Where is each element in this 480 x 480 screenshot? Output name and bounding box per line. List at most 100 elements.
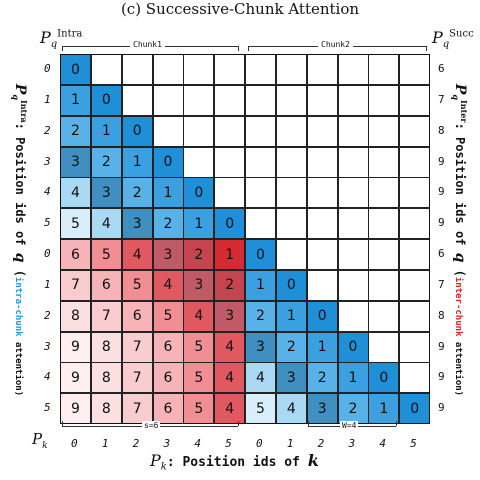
pk-axis-name: Pk (32, 430, 48, 451)
matrix-cell: 3 (90, 177, 122, 209)
w-label: W=4 (340, 421, 359, 430)
matrix-cell: 2 (183, 239, 215, 270)
matrix-cell (245, 84, 276, 116)
matrix-cell: 6 (121, 300, 153, 332)
inter-row-position-id: 8 (438, 123, 445, 137)
matrix-cell: 1 (214, 239, 246, 270)
matrix-cell (368, 331, 400, 363)
matrix-cell: 2 (121, 177, 153, 209)
matrix-cell (306, 84, 338, 116)
row-position-id: 5 (44, 216, 51, 230)
matrix-cell (399, 239, 431, 270)
matrix-cell: 5 (183, 331, 215, 363)
matrix-cell (121, 84, 153, 116)
matrix-cell (306, 239, 338, 270)
col-position-id: 5 (225, 437, 232, 450)
matrix-cell (275, 54, 307, 85)
matrix-cell (337, 300, 369, 332)
matrix-cell (245, 146, 276, 178)
right-axis-title: PqInter: Position ids of q (inter-chunk … (450, 83, 470, 397)
matrix-cell (337, 208, 369, 240)
matrix-cell (399, 269, 431, 301)
row-position-id: 5 (44, 401, 51, 415)
matrix-cell: 9 (60, 331, 91, 363)
matrix-cell: 2 (337, 393, 369, 425)
matrix-cell: 0 (337, 331, 369, 363)
matrix-cell (152, 84, 184, 116)
matrix-cell: 2 (245, 300, 276, 332)
row-position-id: 2 (44, 308, 51, 322)
matrix-cell: 8 (90, 362, 122, 394)
bottom-axis-title: Pk: Position ids of k (150, 451, 319, 473)
s-label: s=6 (142, 421, 161, 430)
matrix-cell (337, 177, 369, 209)
matrix-cell (306, 54, 338, 85)
matrix-cell (337, 115, 369, 147)
matrix-cell: 4 (60, 177, 91, 209)
matrix-cell: 7 (121, 331, 153, 363)
inter-row-position-id: 9 (438, 154, 445, 168)
matrix-cell: 6 (90, 269, 122, 301)
inter-row-position-id: 8 (438, 308, 445, 322)
matrix-cell: 4 (275, 393, 307, 425)
col-position-id: 0 (71, 437, 78, 450)
matrix-cell: 6 (152, 362, 184, 394)
row-position-id: 1 (44, 92, 51, 106)
matrix-cell: 8 (60, 300, 91, 332)
matrix-cell: 0 (90, 84, 122, 116)
left-axis-title: PqIntra: Position ids of q (intra-chunk … (10, 83, 30, 397)
row-position-id: 3 (44, 339, 51, 353)
matrix-cell (337, 146, 369, 178)
matrix-cell: 5 (183, 393, 215, 425)
matrix-cell: 4 (90, 208, 122, 240)
matrix-cell (121, 54, 153, 85)
matrix-cell: 3 (275, 362, 307, 394)
matrix-cell (368, 115, 400, 147)
col-position-id: 5 (410, 437, 417, 450)
matrix-cell: 8 (90, 393, 122, 425)
col-position-id: 1 (101, 437, 109, 450)
matrix-cell: 6 (152, 393, 184, 425)
matrix-cell: 3 (121, 208, 153, 240)
matrix-cell: 0 (60, 54, 91, 85)
inter-row-position-id: 6 (438, 247, 445, 260)
col-position-id: 4 (379, 437, 386, 450)
matrix-cell (337, 239, 369, 270)
matrix-cell (399, 331, 431, 363)
matrix-cell: 0 (245, 239, 276, 270)
matrix-cell: 5 (90, 239, 122, 270)
matrix-cell: 0 (368, 362, 400, 394)
matrix-cell: 1 (275, 300, 307, 332)
chunk1-label: Chunk1 (130, 40, 165, 49)
matrix-cell: 4 (214, 362, 246, 394)
matrix-cell: 3 (183, 269, 215, 301)
matrix-cell (183, 54, 215, 85)
matrix-cell (275, 208, 307, 240)
col-position-id: 2 (317, 437, 325, 450)
matrix-cell (306, 177, 338, 209)
matrix-cell: 4 (121, 239, 153, 270)
col-position-id: 1 (286, 437, 294, 450)
matrix-cell (275, 239, 307, 270)
matrix-cell: 0 (121, 115, 153, 147)
matrix-cell (306, 115, 338, 147)
matrix-cell (337, 84, 369, 116)
matrix-cell (368, 84, 400, 116)
matrix-cell: 3 (60, 146, 91, 178)
matrix-cell (306, 269, 338, 301)
matrix-cell (368, 208, 400, 240)
inter-row-position-id: 9 (438, 216, 445, 230)
matrix-cell (306, 208, 338, 240)
matrix-cell: 0 (183, 177, 215, 209)
matrix-cell (214, 115, 246, 147)
row-position-id: 4 (44, 185, 51, 199)
matrix-cell: 4 (214, 393, 246, 425)
matrix-cell (306, 146, 338, 178)
matrix-cell: 4 (183, 300, 215, 332)
inter-row-position-id: 9 (438, 370, 445, 384)
matrix-cell (152, 115, 184, 147)
row-position-id: 1 (44, 277, 51, 291)
matrix-cell (183, 146, 215, 178)
matrix-cell (214, 177, 246, 209)
matrix-cell: 7 (90, 300, 122, 332)
